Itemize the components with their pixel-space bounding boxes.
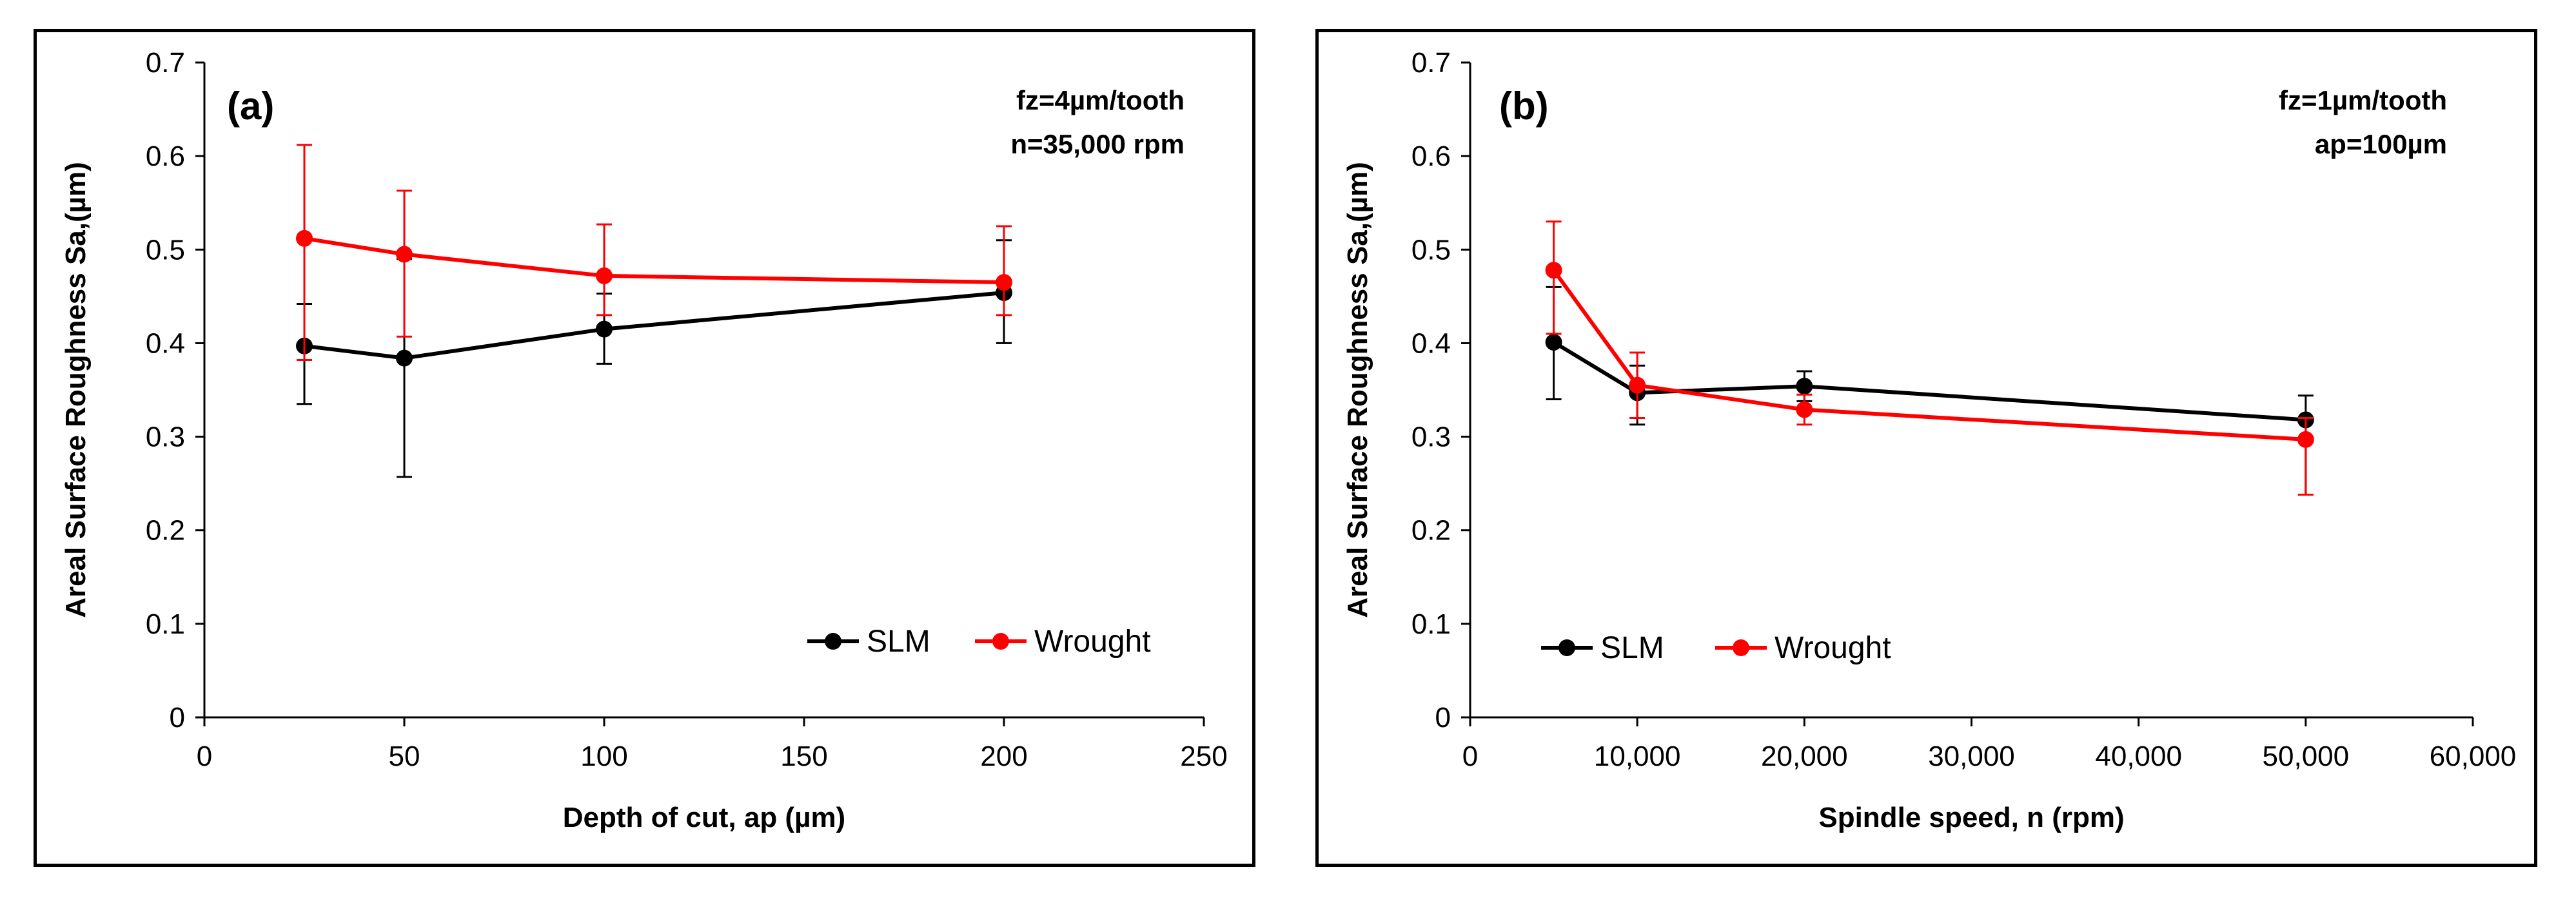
x-tick-label: 0 xyxy=(197,741,212,772)
condition-annotation: fz=1µm/tooth xyxy=(2279,85,2447,115)
condition-annotation: fz=4µm/tooth xyxy=(1016,85,1185,115)
series-line xyxy=(304,236,1005,285)
y-tick-label: 0.6 xyxy=(1411,141,1451,172)
data-point xyxy=(396,349,413,367)
y-tick-label: 0.4 xyxy=(146,327,185,359)
legend-label: Wrought xyxy=(1034,625,1151,659)
y-tick-label: 0.3 xyxy=(146,422,185,453)
x-tick-label: 100 xyxy=(580,741,627,772)
y-tick-label: 0.2 xyxy=(1411,515,1451,547)
legend-label: SLM xyxy=(867,625,930,659)
y-tick-label: 0.6 xyxy=(146,141,185,172)
data-point xyxy=(2297,431,2314,448)
series-wrought xyxy=(296,144,1012,362)
legend-marker xyxy=(1733,639,1749,656)
x-axis-title: Depth of cut, ap (µm) xyxy=(563,802,845,833)
x-tick-label: 10,000 xyxy=(1594,741,1681,772)
y-tick-label: 0.4 xyxy=(1411,327,1451,359)
x-tick-label: 150 xyxy=(780,741,827,772)
x-tick-label: 40,000 xyxy=(2095,741,2182,772)
data-point xyxy=(996,274,1012,291)
series-line xyxy=(1552,269,2306,441)
x-axis-title: Spindle speed, n (rpm) xyxy=(1818,802,2124,833)
data-point xyxy=(1796,378,1813,395)
data-point xyxy=(596,267,613,284)
y-tick-label: 0.2 xyxy=(146,515,185,547)
x-tick-label: 50,000 xyxy=(2263,741,2350,772)
legend-marker xyxy=(992,633,1009,650)
data-point xyxy=(1796,401,1813,418)
data-point xyxy=(1545,333,1562,351)
series-line xyxy=(1553,340,2306,422)
series-slm xyxy=(1545,286,2314,496)
y-tick-label: 0.7 xyxy=(1411,47,1451,79)
y-axis-title: Areal Surface Roughness Sa,(µm) xyxy=(1342,162,1373,618)
series-wrought xyxy=(1545,220,2314,496)
x-tick-label: 60,000 xyxy=(2430,741,2517,772)
legend-label: Wrought xyxy=(1775,631,1891,665)
chart-b-svg: 0 0.1 0.2 0.3 0.4 0.5 0.6 0.7 0 10,000 20,000 30,00… xyxy=(1342,47,2517,833)
y-tick-label: 0.1 xyxy=(146,608,185,640)
y-tick-label: 0.3 xyxy=(1411,422,1451,453)
y-tick-label: 0.5 xyxy=(1411,234,1451,266)
condition-annotation: n=35,000 rpm xyxy=(1010,129,1185,159)
chart-panel-b: 0 0.1 0.2 0.3 0.4 0.5 0.6 0.7 0 10,000 20,000 30,00… xyxy=(1315,29,2537,867)
x-tick-label: 50 xyxy=(389,741,420,772)
condition-annotation: ap=100µm xyxy=(2315,129,2447,159)
y-tick-label: 0.1 xyxy=(1411,608,1451,640)
series-line xyxy=(304,291,1005,360)
y-tick-label: 0 xyxy=(170,702,185,733)
data-point xyxy=(396,246,413,263)
y-tick-label: 0.7 xyxy=(146,47,185,79)
x-tick-label: 200 xyxy=(980,741,1027,772)
y-tick-label: 0 xyxy=(1435,702,1451,733)
x-tick-label: 250 xyxy=(1180,741,1227,772)
chart-a-svg: 0 0.1 0.2 0.3 0.4 0.5 0.6 0.7 0 50 100 150 200 250 Dep… xyxy=(60,47,1228,833)
legend-marker xyxy=(1558,639,1575,656)
panel-label: (b) xyxy=(1499,84,1549,128)
chart-panel-a: 0 0.1 0.2 0.3 0.4 0.5 0.6 0.7 0 50 100 150 200 250 Dep… xyxy=(34,29,1255,867)
data-point xyxy=(1629,376,1646,394)
y-tick-label: 0.5 xyxy=(146,234,185,266)
legend-marker xyxy=(825,633,841,650)
x-tick-label: 20,000 xyxy=(1761,741,1848,772)
data-point xyxy=(596,320,613,338)
data-point xyxy=(296,229,313,247)
panel-label: (a) xyxy=(227,84,274,128)
y-axis-title: Areal Surface Roughness Sa,(µm) xyxy=(60,162,92,618)
legend-label: SLM xyxy=(1600,631,1664,665)
x-tick-label: 30,000 xyxy=(1928,741,2015,772)
x-tick-label: 0 xyxy=(1462,741,1478,772)
data-point xyxy=(1545,262,1562,279)
